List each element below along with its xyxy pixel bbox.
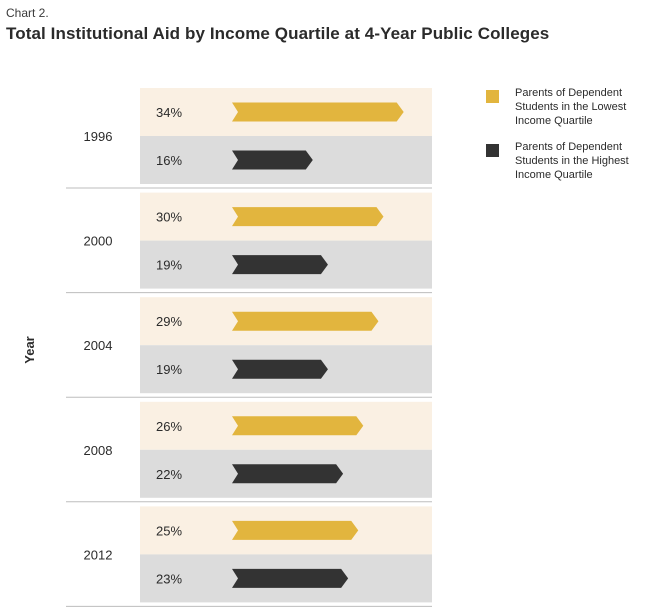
year-label-2012: 2012 [84,547,113,562]
year-label-1996: 1996 [84,129,113,144]
legend-swatch-lowest [486,90,499,103]
value-label-2000-highest: 19% [156,258,182,273]
bar-2008-highest [232,464,344,484]
year-label-2008: 2008 [84,443,113,458]
value-label-2012-lowest: 25% [156,523,182,538]
bar-2000-highest [232,255,328,275]
y-axis-label: Year [22,336,37,363]
value-label-2008-highest: 22% [156,467,182,482]
bar-2012-lowest [232,520,359,540]
value-label-2004-highest: 19% [156,362,182,377]
chart-label: Chart 2. [6,6,49,20]
bar-2012-highest [232,568,349,588]
value-label-2004-lowest: 29% [156,314,182,329]
bar-2008-lowest [232,416,364,436]
chart-title: Total Institutional Aid by Income Quarti… [6,24,550,43]
year-label-2000: 2000 [84,234,113,249]
bar-2004-highest [232,359,328,379]
value-label-1996-lowest: 34% [156,105,182,120]
bar-2000-lowest [232,207,384,227]
legend-swatch-highest [486,144,499,157]
value-label-2012-highest: 23% [156,571,182,586]
value-label-2008-lowest: 26% [156,419,182,434]
bar-1996-highest [232,150,313,170]
value-label-1996-highest: 16% [156,153,182,168]
bar-2004-lowest [232,311,379,331]
value-label-2000-lowest: 30% [156,210,182,225]
year-label-2004: 2004 [84,338,113,353]
bar-1996-lowest [232,102,404,122]
legend-label-highest: Parents of Dependent Students in the Hig… [515,141,629,181]
legend-label-lowest: Parents of Dependent Students in the Low… [515,87,627,127]
